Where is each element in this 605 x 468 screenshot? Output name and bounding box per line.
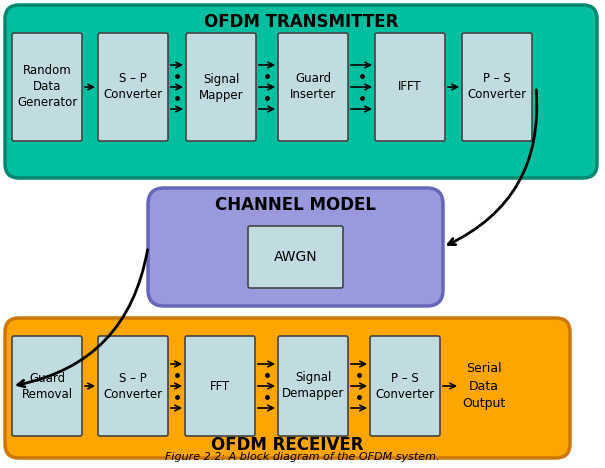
- FancyBboxPatch shape: [278, 336, 348, 436]
- FancyBboxPatch shape: [5, 318, 570, 458]
- FancyBboxPatch shape: [12, 336, 82, 436]
- Text: P – S
Converter: P – S Converter: [376, 372, 434, 401]
- FancyBboxPatch shape: [185, 336, 255, 436]
- Text: Random
Data
Generator: Random Data Generator: [17, 65, 77, 110]
- Text: Signal
Mapper: Signal Mapper: [198, 73, 243, 102]
- Text: S – P
Converter: S – P Converter: [103, 73, 163, 102]
- Text: FFT: FFT: [210, 380, 230, 393]
- Text: Guard
Removal: Guard Removal: [21, 372, 73, 401]
- FancyBboxPatch shape: [186, 33, 256, 141]
- Text: P – S
Converter: P – S Converter: [468, 73, 526, 102]
- Text: AWGN: AWGN: [273, 250, 317, 264]
- Text: Figure 2.2: A block diagram of the OFDM system.: Figure 2.2: A block diagram of the OFDM …: [165, 452, 439, 462]
- FancyBboxPatch shape: [370, 336, 440, 436]
- FancyBboxPatch shape: [375, 33, 445, 141]
- FancyBboxPatch shape: [248, 226, 343, 288]
- Text: CHANNEL MODEL: CHANNEL MODEL: [215, 196, 376, 214]
- Text: IFFT: IFFT: [398, 80, 422, 94]
- FancyBboxPatch shape: [278, 33, 348, 141]
- Text: Serial
Data
Output: Serial Data Output: [462, 361, 505, 410]
- FancyBboxPatch shape: [148, 188, 443, 306]
- Text: OFDM RECEIVER: OFDM RECEIVER: [211, 436, 364, 454]
- FancyBboxPatch shape: [462, 33, 532, 141]
- Text: Guard
Inserter: Guard Inserter: [290, 73, 336, 102]
- FancyBboxPatch shape: [12, 33, 82, 141]
- Text: Signal
Demapper: Signal Demapper: [282, 372, 344, 401]
- FancyBboxPatch shape: [98, 33, 168, 141]
- FancyBboxPatch shape: [98, 336, 168, 436]
- Text: OFDM TRANSMITTER: OFDM TRANSMITTER: [204, 13, 398, 31]
- FancyBboxPatch shape: [5, 5, 597, 178]
- Text: S – P
Converter: S – P Converter: [103, 372, 163, 401]
